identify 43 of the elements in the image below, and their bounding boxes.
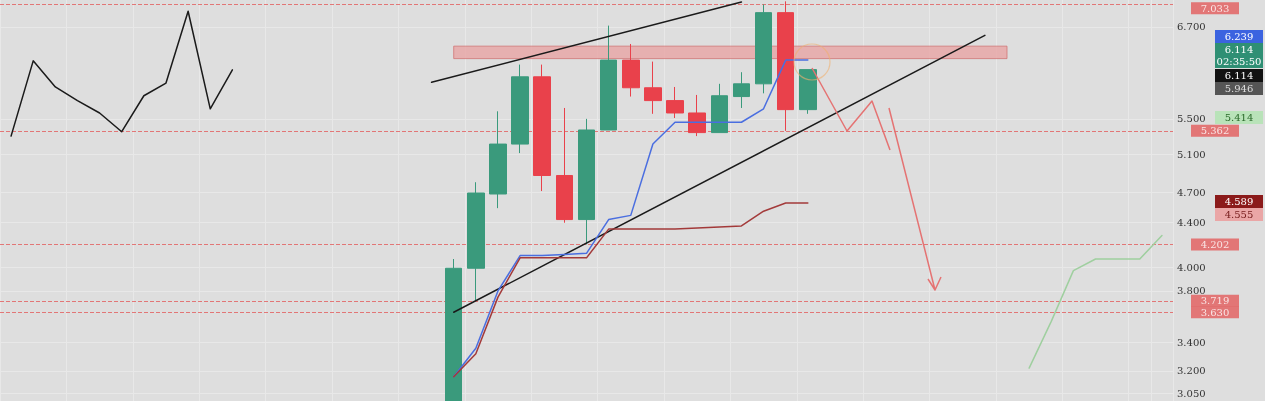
- candlestick: [688, 94, 706, 137]
- candlestick: [445, 258, 462, 401]
- y-tick-label: 5.500: [1177, 113, 1206, 125]
- y-tick-label: 4.400: [1177, 217, 1206, 229]
- y-tick-label: 4.000: [1177, 261, 1206, 273]
- y-tick-label: 6.700: [1177, 21, 1206, 33]
- y-tick-label: 4.700: [1177, 186, 1206, 198]
- candlestick: [733, 71, 750, 109]
- candlestick: [511, 64, 529, 154]
- candlestick: [711, 83, 728, 134]
- candlestick: [556, 107, 573, 224]
- text: 6.239: [1224, 30, 1254, 42]
- line-series: [10, 10, 234, 137]
- text: 02:35:50: [1216, 55, 1262, 67]
- line-series: [1028, 234, 1163, 369]
- text: 5.946: [1224, 82, 1254, 94]
- ref-line-label: 7.033: [1200, 2, 1230, 14]
- ref-line-label: 3.630: [1200, 306, 1230, 318]
- candlestick: [777, 0, 794, 132]
- y-tick-label: 3.050: [1177, 387, 1206, 399]
- y-tick-label: 3.800: [1177, 285, 1206, 297]
- y-tick-label: 3.200: [1177, 365, 1206, 377]
- candlestick: [578, 118, 595, 245]
- candlestick: [644, 61, 662, 115]
- candlestick: [622, 43, 640, 98]
- ref-line-label: 5.362: [1200, 125, 1230, 137]
- text: 5.414: [1224, 111, 1254, 123]
- text: 6.114: [1224, 69, 1254, 81]
- candlestick: [489, 110, 507, 209]
- y-tick-label: 3.400: [1177, 337, 1206, 349]
- text: 4.589: [1224, 195, 1254, 207]
- line-series: [452, 202, 809, 378]
- ref-line-label: 3.719: [1200, 295, 1230, 307]
- candlestick: [755, 3, 772, 94]
- candlestick: [600, 25, 617, 131]
- text: 4.555: [1224, 208, 1254, 220]
- text: 6.114: [1224, 43, 1254, 55]
- ref-line-label: 4.202: [1200, 238, 1230, 250]
- y-tick-label: 5.100: [1177, 148, 1206, 160]
- candlestick: [467, 181, 485, 302]
- candlestick: [799, 69, 817, 115]
- candlestick: [533, 64, 551, 192]
- candlestick: [666, 86, 684, 119]
